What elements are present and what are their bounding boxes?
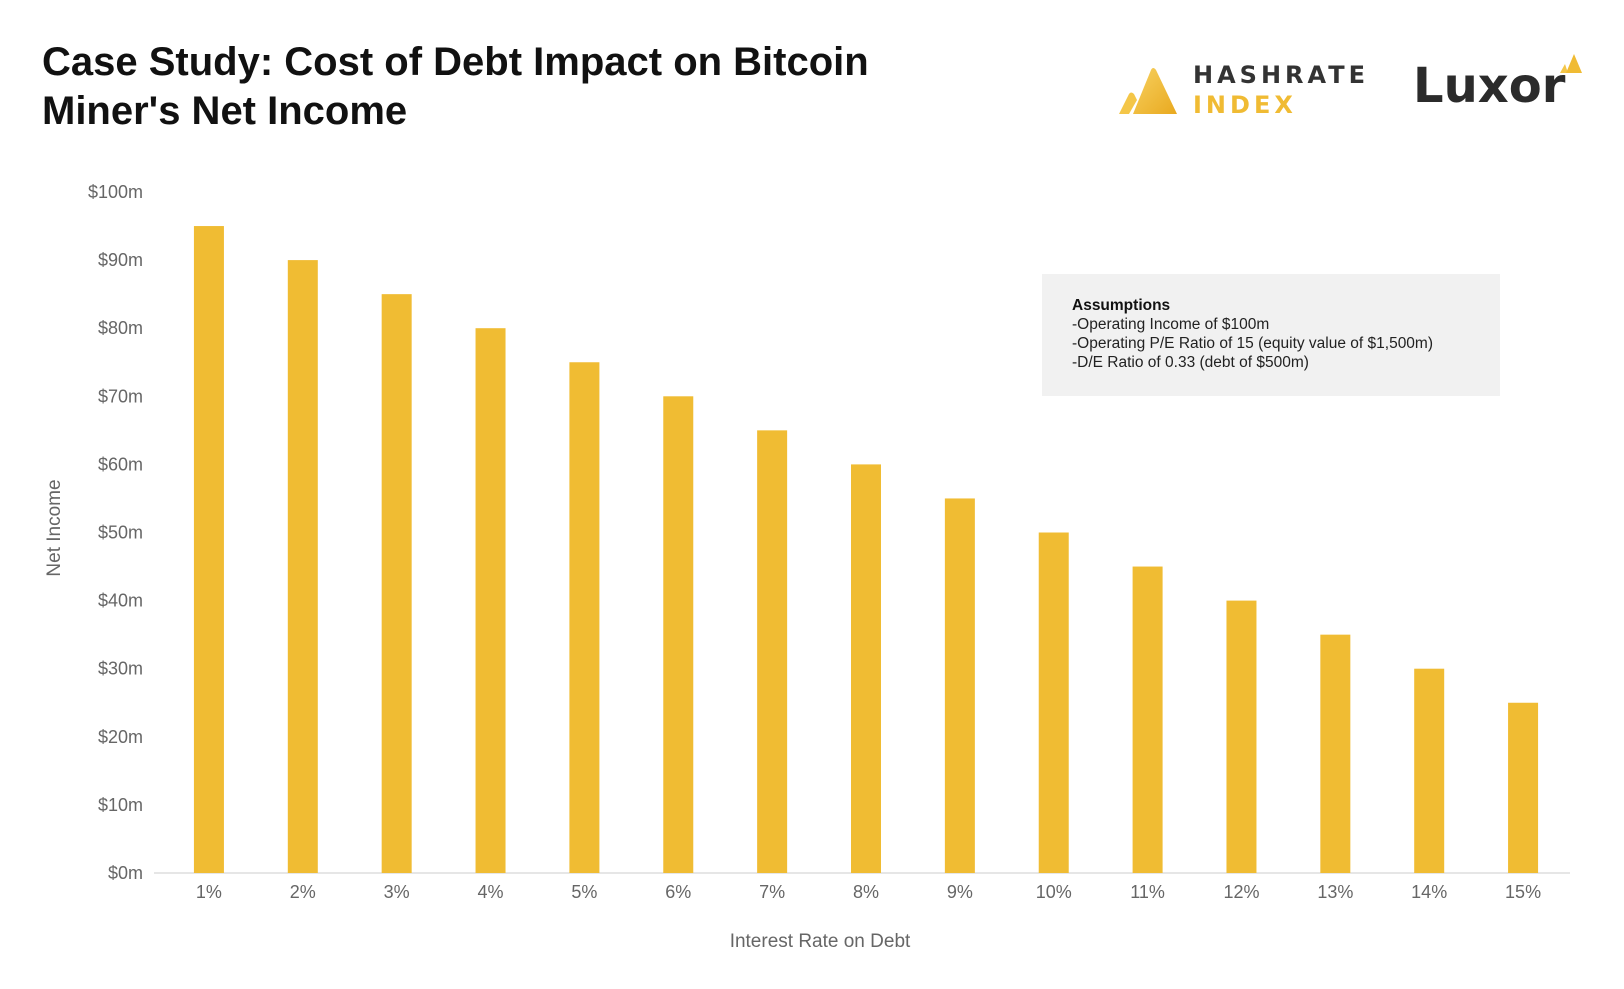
bar-9pct: [945, 498, 975, 873]
y-tick-label: $90m: [98, 250, 143, 270]
assumption-line-1: -Operating Income of $100m: [1072, 315, 1500, 334]
bar-3pct: [382, 294, 412, 873]
x-tick-label: 6%: [665, 882, 691, 902]
x-tick-label: 7%: [759, 882, 785, 902]
x-tick-label: 13%: [1317, 882, 1353, 902]
bar-6pct: [663, 396, 693, 873]
x-tick-label: 4%: [478, 882, 504, 902]
y-tick-label: $80m: [98, 318, 143, 338]
bar-chart: $0m $10m $20m $30m $40m $50m $60m $70m $80m $90m $…: [0, 0, 1624, 989]
bar-12pct: [1226, 601, 1256, 873]
bar-14pct: [1414, 669, 1444, 873]
y-tick-label: $50m: [98, 523, 143, 543]
assumptions-title: Assumptions: [1072, 296, 1500, 315]
x-tick-label: 2%: [290, 882, 316, 902]
bar-5pct: [569, 362, 599, 873]
y-tick-label: $30m: [98, 659, 143, 679]
bar-10pct: [1039, 533, 1069, 874]
bar-15pct: [1508, 703, 1538, 873]
bar-8pct: [851, 464, 881, 873]
assumption-line-2: -Operating P/E Ratio of 15 (equity value…: [1072, 334, 1500, 353]
x-tick-label: 9%: [947, 882, 973, 902]
bar-11pct: [1133, 567, 1163, 873]
y-tick-label: $0m: [108, 863, 143, 883]
x-tick-label: 5%: [571, 882, 597, 902]
x-tick-label: 11%: [1130, 882, 1165, 902]
x-tick-label: 10%: [1036, 882, 1072, 902]
x-axis-tick-labels: 1% 2% 3% 4% 5% 6% 7% 8% 9% 10% 11% 12% 13% 14% 15%: [196, 882, 1541, 902]
bar-7pct: [757, 430, 787, 873]
bar-2pct: [288, 260, 318, 873]
x-tick-label: 12%: [1223, 882, 1259, 902]
y-axis-label: Net Income: [44, 479, 65, 576]
y-axis-tick-labels: $0m $10m $20m $30m $40m $50m $60m $70m $80m $90m $…: [88, 182, 143, 883]
y-tick-label: $10m: [98, 795, 143, 815]
x-tick-label: 14%: [1411, 882, 1447, 902]
x-tick-label: 8%: [853, 882, 879, 902]
y-tick-label: $70m: [98, 386, 143, 406]
assumption-line-3: -D/E Ratio of 0.33 (debt of $500m): [1072, 353, 1500, 372]
x-tick-label: 1%: [196, 882, 222, 902]
y-tick-label: $40m: [98, 591, 143, 611]
x-tick-label: 15%: [1505, 882, 1541, 902]
x-axis-label: Interest Rate on Debt: [730, 931, 911, 952]
bar-13pct: [1320, 635, 1350, 873]
y-tick-label: $100m: [88, 182, 143, 202]
y-tick-label: $20m: [98, 727, 143, 747]
bar-4pct: [476, 328, 506, 873]
assumptions-box: Assumptions -Operating Income of $100m -…: [1042, 274, 1500, 396]
y-tick-label: $60m: [98, 454, 143, 474]
bar-1pct: [194, 226, 224, 873]
x-tick-label: 3%: [384, 882, 410, 902]
